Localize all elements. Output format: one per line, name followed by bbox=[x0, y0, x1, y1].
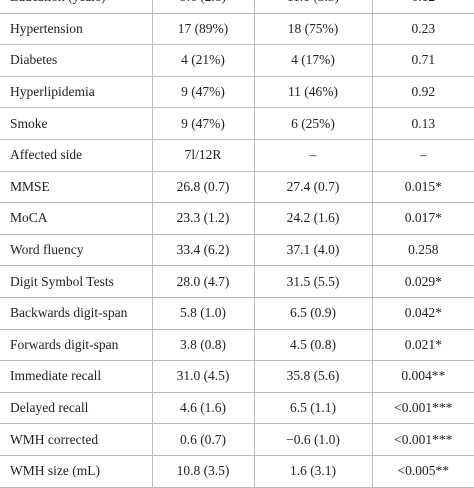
group2-value: 6.5 (0.9) bbox=[254, 297, 373, 330]
group1-value: 28.0 (4.7) bbox=[152, 265, 255, 298]
table-row: MMSE 26.8 (0.7) 27.4 (0.7) 0.015* bbox=[0, 171, 474, 204]
table-row: Affected side 7l/12R – – bbox=[0, 139, 474, 172]
group2-value: 4 (17%) bbox=[254, 44, 373, 77]
group1-value: 7l/12R bbox=[152, 139, 255, 172]
p-value: 0.258 bbox=[372, 234, 474, 267]
group2-value: 1.6 (3.1) bbox=[254, 455, 373, 488]
group1-value: 10.8 (3.5) bbox=[152, 455, 255, 488]
group1-value: 4 (21%) bbox=[152, 44, 255, 77]
p-value: 0.71 bbox=[372, 44, 474, 77]
group2-value: 35.8 (5.6) bbox=[254, 360, 373, 393]
table-row: WMH corrected 0.6 (0.7) −0.6 (1.0) <0.001**… bbox=[0, 423, 474, 456]
group2-value: 6 (25%) bbox=[254, 107, 373, 140]
table-row: Forwards digit-span 3.8 (0.8) 4.5 (0.8) 0.0… bbox=[0, 329, 474, 362]
table-row: Backwards digit-span 5.8 (1.0) 6.5 (0.9) 0.… bbox=[0, 297, 474, 330]
row-label: MMSE bbox=[0, 171, 153, 204]
p-value: 0.12 bbox=[372, 0, 474, 14]
group1-value: 5.8 (1.0) bbox=[152, 297, 255, 330]
table-row: WMH size (mL) 10.8 (3.5) 1.6 (3.1) <0.005** bbox=[0, 455, 474, 488]
p-value: 0.23 bbox=[372, 13, 474, 46]
table-row: Hypertension 17 (89%) 18 (75%) 0.23 bbox=[0, 13, 474, 46]
table-row: Smoke 9 (47%) 6 (25%) 0.13 bbox=[0, 107, 474, 140]
p-value: 0.029* bbox=[372, 265, 474, 298]
table-row: Word fluency 33.4 (6.2) 37.1 (4.0) 0.258 bbox=[0, 234, 474, 267]
group2-value: 4.5 (0.8) bbox=[254, 329, 373, 362]
row-label: Smoke bbox=[0, 107, 153, 140]
row-label: Diabetes bbox=[0, 44, 153, 77]
row-label: Hypertension bbox=[0, 13, 153, 46]
group1-value: 26.8 (0.7) bbox=[152, 171, 255, 204]
row-label: WMH corrected bbox=[0, 423, 153, 456]
group2-value: 18 (75%) bbox=[254, 13, 373, 46]
group2-value: – bbox=[254, 139, 373, 172]
table-row: Diabetes 4 (21%) 4 (17%) 0.71 bbox=[0, 44, 474, 77]
row-label: Education (years) bbox=[0, 0, 153, 14]
group1-value: 3.8 (0.8) bbox=[152, 329, 255, 362]
group2-value: 37.1 (4.0) bbox=[254, 234, 373, 267]
group2-value: −0.6 (1.0) bbox=[254, 423, 373, 456]
row-label: Affected side bbox=[0, 139, 153, 172]
group1-value: 17 (89%) bbox=[152, 13, 255, 46]
p-value: – bbox=[372, 139, 474, 172]
table-row: Immediate recall 31.0 (4.5) 35.8 (5.6) 0.00… bbox=[0, 360, 474, 393]
p-value: <0.001*** bbox=[372, 392, 474, 425]
table-row: Hyperlipidemia 9 (47%) 11 (46%) 0.92 bbox=[0, 76, 474, 109]
p-value: 0.021* bbox=[372, 329, 474, 362]
row-label: Hyperlipidemia bbox=[0, 76, 153, 109]
p-value: 0.13 bbox=[372, 107, 474, 140]
group1-value: 9.6 (2.8) bbox=[152, 0, 255, 14]
p-value: 0.015* bbox=[372, 171, 474, 204]
p-value: 0.017* bbox=[372, 202, 474, 235]
table-row: MoCA 23.3 (1.2) 24.2 (1.6) 0.017* bbox=[0, 202, 474, 235]
row-label: Forwards digit-span bbox=[0, 329, 153, 362]
group2-value: 31.5 (5.5) bbox=[254, 265, 373, 298]
group2-value: 24.2 (1.6) bbox=[254, 202, 373, 235]
group2-value: 6.5 (1.1) bbox=[254, 392, 373, 425]
table-row: Delayed recall 4.6 (1.6) 6.5 (1.1) <0.001**… bbox=[0, 392, 474, 425]
row-label: Digit Symbol Tests bbox=[0, 265, 153, 298]
group2-value: 11 (46%) bbox=[254, 76, 373, 109]
p-value: 0.042* bbox=[372, 297, 474, 330]
group1-value: 9 (47%) bbox=[152, 107, 255, 140]
table-row: Education (years)9.6 (2.8)11.1 (3.5)0.12 bbox=[0, 0, 474, 14]
group1-value: 4.6 (1.6) bbox=[152, 392, 255, 425]
p-value: <0.005** bbox=[372, 455, 474, 488]
row-label: Word fluency bbox=[0, 234, 153, 267]
group1-value: 0.6 (0.7) bbox=[152, 423, 255, 456]
group1-value: 9 (47%) bbox=[152, 76, 255, 109]
table-row: Digit Symbol Tests 28.0 (4.7) 31.5 (5.5) 0.… bbox=[0, 265, 474, 298]
p-value: <0.001*** bbox=[372, 423, 474, 456]
row-label: Delayed recall bbox=[0, 392, 153, 425]
p-value: 0.004** bbox=[372, 360, 474, 393]
group2-value: 11.1 (3.5) bbox=[254, 0, 373, 14]
row-label: Immediate recall bbox=[0, 360, 153, 393]
row-label: Backwards digit-span bbox=[0, 297, 153, 330]
row-label: MoCA bbox=[0, 202, 153, 235]
group2-value: 27.4 (0.7) bbox=[254, 171, 373, 204]
row-label: WMH size (mL) bbox=[0, 455, 153, 488]
group1-value: 23.3 (1.2) bbox=[152, 202, 255, 235]
p-value: 0.92 bbox=[372, 76, 474, 109]
group1-value: 31.0 (4.5) bbox=[152, 360, 255, 393]
group1-value: 33.4 (6.2) bbox=[152, 234, 255, 267]
